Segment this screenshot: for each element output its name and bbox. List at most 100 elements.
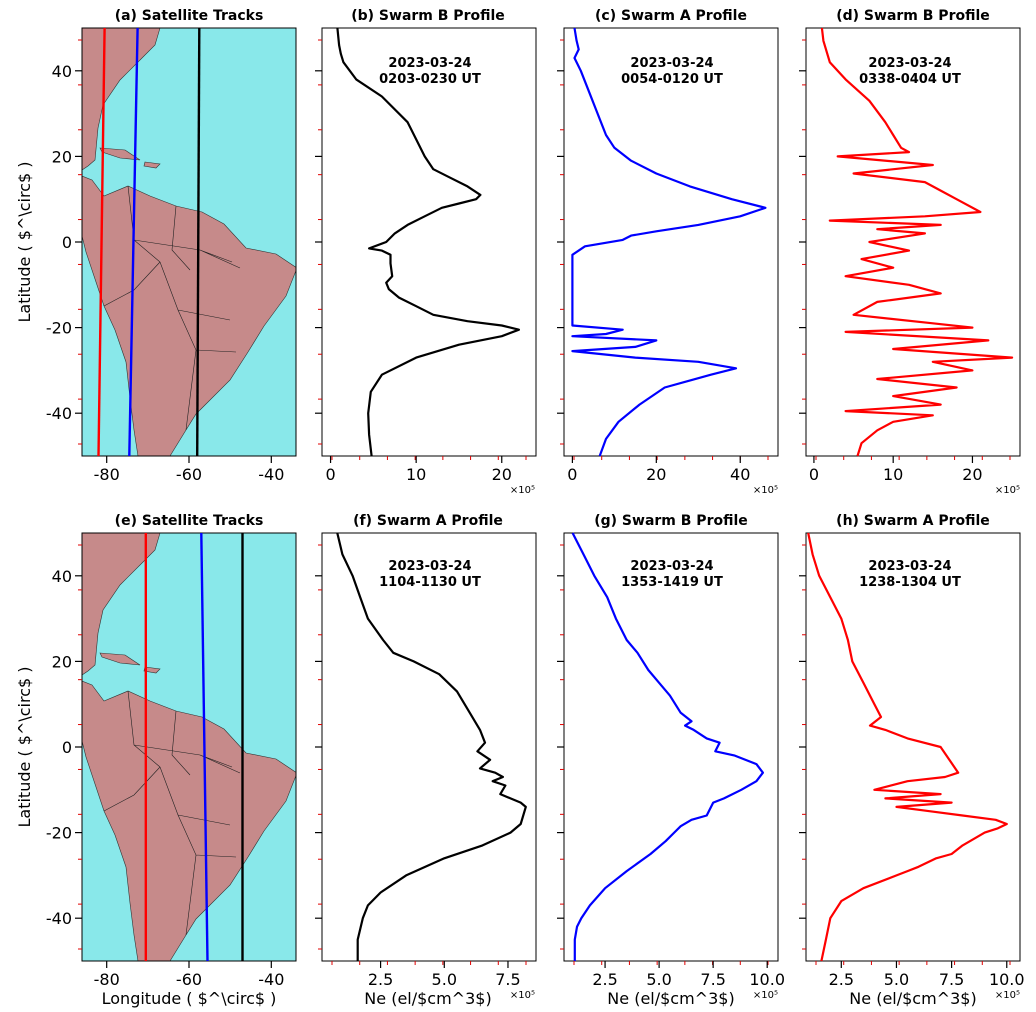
panel-e-marks: -40 -20 0 20 40 -80 -60 -40 bbox=[46, 532, 284, 989]
x-tick-label: 40 bbox=[730, 465, 750, 484]
multiplier-c: ×10⁵ bbox=[753, 485, 778, 496]
panel-h-marks: 2.5 5.0 7.5 10.0 bbox=[799, 532, 1025, 989]
panel-a bbox=[81, 27, 297, 457]
panel-f-marks: 2.5 5.0 7.5 bbox=[315, 532, 537, 989]
panel-b-profile-line bbox=[336, 27, 520, 457]
panel-e bbox=[81, 532, 297, 962]
panel-f-time: 1104-1130 UT bbox=[379, 575, 481, 590]
panel-e-track-1 bbox=[200, 532, 209, 962]
x-tick-label: 10.0 bbox=[749, 970, 785, 989]
panel-c-profile-line bbox=[571, 27, 767, 457]
panel-c-title: (c) Swarm A Profile bbox=[595, 8, 747, 24]
panel-g-date: 2023-03-24 bbox=[630, 559, 713, 574]
multiplier-b: ×10⁵ bbox=[510, 485, 535, 496]
panel-f-profile-line bbox=[336, 532, 527, 961]
panel-d-time: 0338-0404 UT bbox=[859, 72, 961, 87]
multiplier-d: ×10⁵ bbox=[995, 485, 1020, 496]
x-tick-label: 20 bbox=[962, 465, 982, 484]
north-america-land bbox=[82, 533, 161, 676]
panel-c-time: 0054-0120 UT bbox=[621, 72, 723, 87]
annotations: 2023-03-24 0203-0230 UT 2023-03-24 0054-… bbox=[379, 56, 961, 590]
panel-f-date: 2023-03-24 bbox=[388, 559, 471, 574]
panel-b-title: (b) Swarm B Profile bbox=[351, 8, 505, 24]
panel-g-profile-line bbox=[571, 532, 764, 961]
multiplier-g: ×10⁵ bbox=[753, 990, 778, 1001]
y-tick-label: 0 bbox=[62, 738, 72, 757]
panel-a-marks: -40 -20 0 20 40 -80 -60 -40 bbox=[46, 27, 284, 484]
x-tick-label: 20 bbox=[646, 465, 666, 484]
x-tick-label: 10.0 bbox=[989, 970, 1025, 989]
panel-g-title: (g) Swarm B Profile bbox=[594, 513, 748, 529]
y-tick-label: 0 bbox=[62, 233, 72, 252]
x-tick-label: 7.5 bbox=[700, 970, 725, 989]
titles: (a) Satellite Tracks (b) Swarm B Profile… bbox=[115, 8, 990, 529]
x-tick-label: 5.0 bbox=[432, 970, 457, 989]
panel-h-frame bbox=[805, 532, 1021, 962]
x-tick-label: 2.5 bbox=[592, 970, 617, 989]
x-tick-label: -40 bbox=[258, 970, 284, 989]
x-tick-label: 7.5 bbox=[939, 970, 964, 989]
panel-d-marks: 0 10 20 bbox=[799, 27, 1021, 484]
x-tick-label: -60 bbox=[176, 970, 202, 989]
x-tick-label: 5.0 bbox=[884, 970, 909, 989]
panel-d-title: (d) Swarm B Profile bbox=[836, 8, 990, 24]
panel-a-track-2 bbox=[196, 27, 201, 457]
panel-b-date: 2023-03-24 bbox=[388, 56, 471, 71]
panel-e-title: (e) Satellite Tracks bbox=[115, 513, 264, 529]
x-tick-label: 7.5 bbox=[495, 970, 520, 989]
x-tick-label: 2.5 bbox=[368, 970, 393, 989]
xlabel-longitude: Longitude ( $^\circ$ ) bbox=[102, 989, 277, 1008]
y-tick-label: -20 bbox=[46, 319, 72, 338]
x-tick-label: 5.0 bbox=[646, 970, 671, 989]
x-tick-label: 10 bbox=[406, 465, 426, 484]
panel-b-time: 0203-0230 UT bbox=[379, 72, 481, 87]
y-tick-label: 20 bbox=[52, 652, 72, 671]
xlabel-ne-g: Ne (el/$cm^3$) bbox=[607, 989, 734, 1008]
x-tick-label: -80 bbox=[94, 970, 120, 989]
panel-c-date: 2023-03-24 bbox=[630, 56, 713, 71]
y-tick-label: -40 bbox=[46, 909, 72, 928]
x-tick-label: 0 bbox=[567, 465, 577, 484]
x-tick-label: 10 bbox=[883, 465, 903, 484]
panel-d-frame bbox=[805, 27, 1021, 457]
multipliers: ×10⁵ ×10⁵ ×10⁵ ×10⁵ ×10⁵ ×10⁵ bbox=[510, 485, 1020, 1001]
x-tick-label: -60 bbox=[176, 465, 202, 484]
y-tick-label: 40 bbox=[52, 62, 72, 81]
border-lines bbox=[103, 690, 241, 936]
south-america-land bbox=[82, 175, 296, 456]
y-tick-label: -40 bbox=[46, 404, 72, 423]
panel-d-profile-line bbox=[820, 27, 1014, 457]
panel-a-track-1 bbox=[128, 27, 139, 457]
panel-d-date: 2023-03-24 bbox=[868, 56, 951, 71]
panel-h-time: 1238-1304 UT bbox=[859, 575, 961, 590]
panel-a-track-0 bbox=[97, 27, 106, 457]
panel-h-date: 2023-03-24 bbox=[868, 559, 951, 574]
x-tick-label: -40 bbox=[258, 465, 284, 484]
x-tick-label: 20 bbox=[492, 465, 512, 484]
panel-b-marks: 0 10 20 bbox=[315, 27, 537, 484]
xlabel-ne-f: Ne (el/$cm^3$) bbox=[364, 989, 491, 1008]
panel-c-frame bbox=[563, 27, 779, 457]
multiplier-f: ×10⁵ bbox=[510, 990, 535, 1001]
panel-h-profile-line bbox=[807, 532, 1008, 962]
panel-c-marks: 0 20 40 bbox=[557, 27, 779, 484]
x-tick-label: 0 bbox=[809, 465, 819, 484]
panel-g-time: 1353-1419 UT bbox=[621, 575, 723, 590]
x-tick-label: -80 bbox=[94, 465, 120, 484]
y-tick-label: 20 bbox=[52, 147, 72, 166]
multiplier-h: ×10⁵ bbox=[995, 990, 1020, 1001]
xlabel-ne-h: Ne (el/$cm^3$) bbox=[849, 989, 976, 1008]
x-tick-label: 0 bbox=[325, 465, 335, 484]
x-tick-label: 2.5 bbox=[829, 970, 854, 989]
ylabel-top: Latitude ( $^\circ$ ) bbox=[15, 161, 34, 322]
panel-g-marks: 2.5 5.0 7.5 10.0 bbox=[557, 532, 785, 989]
ylabel-bottom: Latitude ( $^\circ$ ) bbox=[15, 666, 34, 827]
panel-h-title: (h) Swarm A Profile bbox=[836, 513, 990, 529]
panel-f-frame bbox=[321, 532, 537, 962]
panel-a-title: (a) Satellite Tracks bbox=[115, 8, 264, 24]
chart-marks: -40 -20 0 20 40 -80 -60 -40 0 10 20 0 20 40 0 10 20 -40 -2… bbox=[46, 27, 1025, 989]
y-tick-label: -20 bbox=[46, 824, 72, 843]
panel-f-title: (f) Swarm A Profile bbox=[353, 513, 503, 529]
y-tick-label: 40 bbox=[52, 567, 72, 586]
